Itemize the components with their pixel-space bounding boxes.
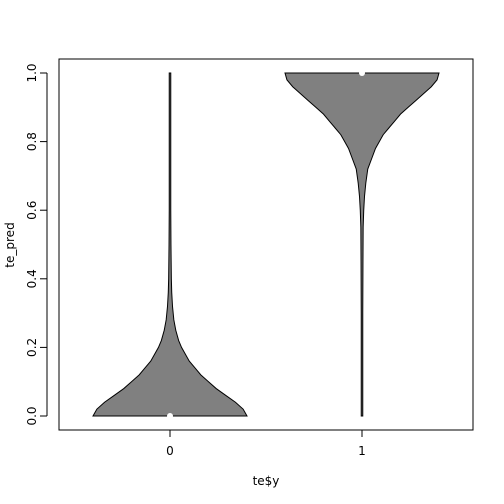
y-tick-label: 1.0 bbox=[25, 63, 39, 82]
median-marker-1 bbox=[359, 70, 365, 76]
violin-1 bbox=[284, 72, 440, 417]
violins-layer bbox=[92, 70, 440, 419]
y-tick-label: 0.8 bbox=[25, 132, 39, 151]
y-tick-label: 0.0 bbox=[25, 406, 39, 425]
y-tick-label: 0.4 bbox=[25, 269, 39, 288]
violin-0 bbox=[92, 72, 248, 417]
y-axis-label: te_pred bbox=[3, 222, 17, 267]
x-axis-label: te$y bbox=[253, 474, 280, 488]
plot-frame bbox=[58, 58, 474, 431]
x-tick-label: 1 bbox=[358, 444, 366, 458]
y-axis: 0.0 0.2 0.4 0.6 0.8 1.0 bbox=[25, 63, 48, 426]
x-tick-label: 0 bbox=[166, 444, 174, 458]
median-marker-0 bbox=[167, 413, 173, 419]
y-tick-label: 0.6 bbox=[25, 201, 39, 220]
y-tick-label: 0.2 bbox=[25, 338, 39, 357]
